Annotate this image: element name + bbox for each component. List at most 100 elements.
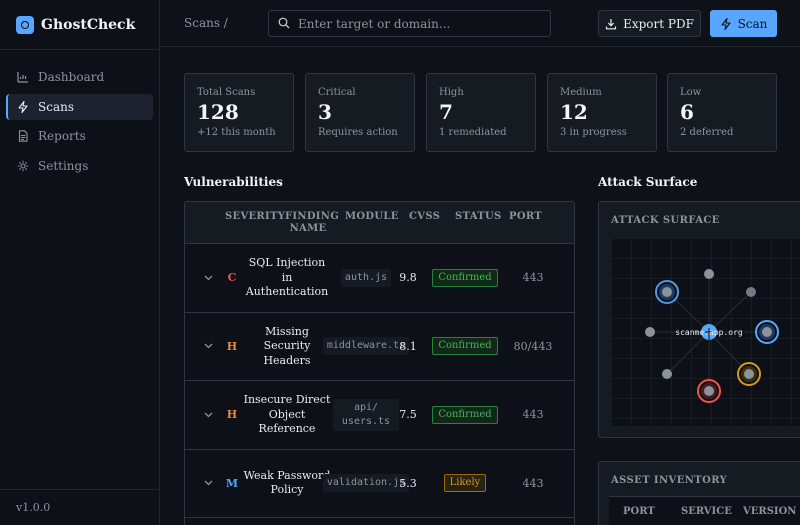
stat-card-total-scans: Total Scans 128 +12 this month xyxy=(184,73,294,152)
table-row[interactable]: C SQL Injection in Authentication auth.j… xyxy=(185,244,574,313)
stat-card-low: Low 6 2 deferred xyxy=(667,73,777,152)
attack-surface-graph[interactable]: scanme.app.org xyxy=(611,238,800,426)
status-badge: Confirmed xyxy=(432,268,498,287)
module-cell: validation.js xyxy=(322,450,410,518)
graph-node-medium[interactable] xyxy=(737,362,761,386)
attack-surface-panel-title: ATTACK SURFACE xyxy=(611,215,720,226)
export-pdf-label: Export PDF xyxy=(623,16,694,31)
column-header-port[interactable]: PORT xyxy=(509,211,543,222)
search-box[interactable] xyxy=(268,10,551,37)
column-header-port[interactable]: PORT xyxy=(623,506,655,517)
status-cell: Likely xyxy=(435,450,495,518)
stat-label: Low xyxy=(680,87,702,98)
stat-label: Medium xyxy=(560,87,602,98)
port-value: 443 xyxy=(522,476,544,490)
column-header-status[interactable]: STATUS xyxy=(455,211,502,222)
status-cell: Confirmed xyxy=(432,381,498,449)
table-row[interactable]: M Weak Password Policy validation.js 5.3… xyxy=(185,450,574,518)
top-header: Scans / Export PDF Scan xyxy=(160,0,800,47)
graph-node-top[interactable] xyxy=(704,269,714,279)
stat-value: 7 xyxy=(439,100,453,124)
chevron-down-icon[interactable] xyxy=(201,244,215,312)
cvss-score: 5.3 xyxy=(399,476,417,490)
module-cell: middleware.ts xyxy=(322,313,410,381)
column-header-severity[interactable]: SEVERITY xyxy=(225,211,286,222)
column-header-service[interactable]: SERVICE xyxy=(681,506,732,517)
status-badge: Likely xyxy=(443,474,487,493)
app-name: GhostCheck xyxy=(41,16,136,33)
column-header-cvss[interactable]: CVSS xyxy=(409,211,441,222)
stat-label: High xyxy=(439,87,464,98)
graph-edges xyxy=(650,274,767,391)
stat-sub: +12 this month xyxy=(197,127,276,138)
graph-node-info-right[interactable] xyxy=(755,320,779,344)
table-row[interactable]: H Insecure Direct Object Reference api/ … xyxy=(185,381,574,450)
stat-card-critical: Critical 3 Requires action xyxy=(305,73,415,152)
stat-value: 128 xyxy=(197,100,239,124)
chevron-down-icon[interactable] xyxy=(201,450,215,518)
finding-name: Weak Password Policy xyxy=(243,468,331,497)
graph-node-critical[interactable] xyxy=(697,379,721,403)
status-cell: Confirmed xyxy=(432,244,498,312)
stat-value: 3 xyxy=(318,100,332,124)
brand[interactable]: GhostCheck xyxy=(0,0,159,50)
breadcrumb[interactable]: Scans / xyxy=(184,16,228,30)
sidebar-item-scans[interactable]: Scans xyxy=(6,93,153,120)
stat-label: Total Scans xyxy=(197,87,256,98)
module-cell: auth.js xyxy=(333,244,399,312)
scan-label: Scan xyxy=(737,16,768,31)
stat-card-high: High 7 1 remediated xyxy=(426,73,536,152)
stat-sub: 1 remediated xyxy=(439,127,507,138)
finding-name: Missing Security Headers xyxy=(263,324,311,367)
graph-node-info-left[interactable] xyxy=(655,280,679,304)
gear-icon xyxy=(17,160,29,172)
column-header-finding-name[interactable]: FINDING NAME xyxy=(285,211,340,234)
status-badge: Confirmed xyxy=(432,405,498,424)
module-chip: validation.js xyxy=(322,474,410,493)
ghost-logo-icon xyxy=(16,15,34,34)
stat-sub: 2 deferred xyxy=(680,127,734,138)
lightning-icon xyxy=(720,17,732,30)
graph-node-left[interactable] xyxy=(645,327,655,337)
module-cell: api/ users.ts xyxy=(333,381,399,449)
document-icon xyxy=(17,130,29,142)
sidebar-item-label: Reports xyxy=(38,129,86,143)
sidebar-item-dashboard[interactable]: Dashboard xyxy=(6,64,153,90)
cvss-score: 7.5 xyxy=(399,408,417,422)
table-row[interactable]: H Missing Security Headers middleware.ts… xyxy=(185,313,574,381)
search-input[interactable] xyxy=(298,16,538,31)
graph-node-center[interactable] xyxy=(701,324,717,340)
attack-surface-title: Attack Surface xyxy=(598,175,698,189)
graph-node-top-right[interactable] xyxy=(746,287,756,297)
sidebar: GhostCheck Dashboard Scans Reports xyxy=(0,0,160,525)
lightning-icon xyxy=(17,100,29,113)
column-header-module[interactable]: MODULE xyxy=(345,211,399,222)
port-value: 443 xyxy=(522,408,544,422)
finding-name: SQL Injection in Authentication xyxy=(245,256,329,298)
chevron-down-icon[interactable] xyxy=(201,381,215,449)
export-pdf-button[interactable]: Export PDF xyxy=(598,10,701,37)
column-header-version[interactable]: VERSION xyxy=(743,506,797,517)
cvss-score: 9.8 xyxy=(399,271,417,285)
cvss-score: 8.1 xyxy=(399,339,417,353)
module-chip: auth.js xyxy=(340,268,392,287)
stat-value: 6 xyxy=(680,100,694,124)
sidebar-item-reports[interactable]: Reports xyxy=(6,123,153,149)
graph-node-bottom-left[interactable] xyxy=(662,369,672,379)
sidebar-nav: Dashboard Scans Reports Settings xyxy=(0,50,159,179)
stat-sub: 3 in progress xyxy=(560,127,627,138)
port-value: 80/443 xyxy=(513,339,553,353)
sidebar-item-settings[interactable]: Settings xyxy=(6,153,153,179)
sidebar-item-label: Settings xyxy=(38,158,89,173)
stat-label: Critical xyxy=(318,87,356,98)
severity-badge: C xyxy=(227,271,237,285)
asset-inventory-title: ASSET INVENTORY xyxy=(611,475,728,486)
port-value: 443 xyxy=(522,271,544,285)
status-badge: Confirmed xyxy=(432,337,498,356)
target-label: scanme.app.org xyxy=(675,328,743,337)
scan-button[interactable]: Scan xyxy=(710,10,777,37)
module-chip: api/ users.ts xyxy=(333,398,399,431)
module-chip: middleware.ts xyxy=(322,337,410,356)
chevron-down-icon[interactable] xyxy=(201,313,215,381)
